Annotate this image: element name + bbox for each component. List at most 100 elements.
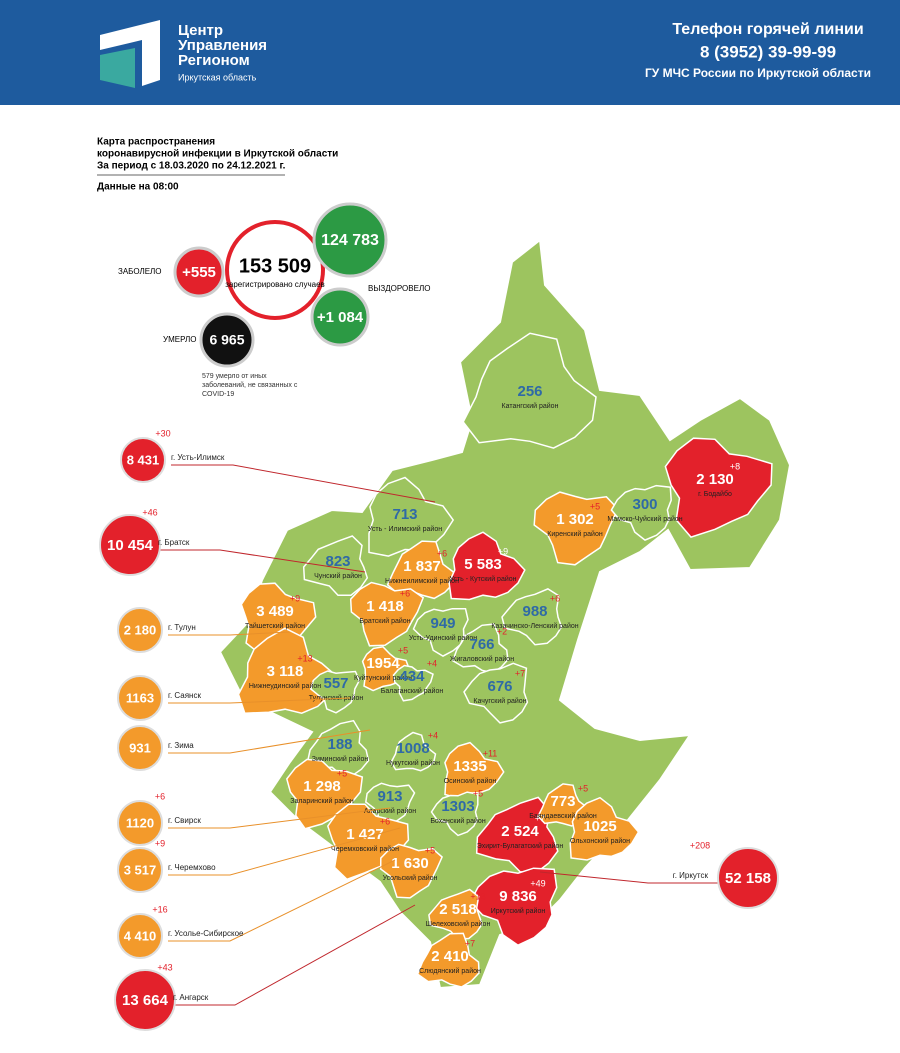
region-name: Братский район: [359, 617, 410, 625]
sick-delta-circle: [173, 246, 225, 298]
dead: 6 965: [209, 332, 244, 348]
region-shape: [349, 581, 425, 647]
region-value: 988: [522, 603, 547, 620]
dead-circle: [199, 312, 255, 368]
region-value: 766: [469, 636, 494, 653]
sick-label: ЗАБОЛЕЛО: [118, 267, 162, 276]
dead-label: УМЕРЛО: [163, 335, 196, 344]
region-name: Жигаловский район: [450, 655, 514, 663]
region-shape: [462, 332, 597, 449]
city-leader: [168, 729, 371, 754]
region-value: 1303: [441, 798, 474, 815]
region-delta: +7: [535, 813, 545, 823]
city-leader: [171, 464, 436, 503]
region-shape: [309, 670, 361, 714]
region-value: 713: [392, 506, 417, 523]
city-value: 931: [129, 740, 151, 755]
region-value: 676: [487, 678, 512, 695]
region-name: Балаганский район: [381, 687, 444, 695]
region-shape: [501, 588, 563, 646]
total: 153 509: [239, 255, 311, 277]
city-name: г. Черемхово: [168, 863, 216, 872]
region-shape: [430, 791, 479, 837]
region-value: 2 130: [696, 471, 734, 488]
region-shape: [448, 531, 526, 601]
city-leader: [168, 807, 391, 829]
region-shape: [412, 607, 469, 657]
region-shape: [610, 484, 672, 541]
city-name: г. Иркутск: [673, 871, 709, 880]
stats: ЗАБОЛЕЛО +555 153 509 зарегистрировано с…: [118, 202, 430, 398]
region-value: 256: [517, 383, 542, 400]
hotline-org: ГУ МЧС России по Иркутской области: [645, 66, 871, 80]
city-circle: [117, 725, 163, 771]
region-name: Аларский район: [364, 807, 416, 815]
region-shape: [237, 627, 339, 714]
city-leader: [173, 904, 416, 1006]
region-name: Заларинский район: [290, 797, 354, 805]
city-value: 4 410: [124, 928, 157, 943]
logo-text: Центр: [178, 22, 223, 39]
region-delta: +5: [337, 768, 347, 778]
region-shape: [569, 796, 640, 861]
city-leader: [158, 549, 366, 573]
recovered-circle: [312, 202, 388, 278]
region-value: 3 118: [267, 663, 304, 680]
region-shape: [386, 540, 455, 600]
region-name: Тулунский район: [309, 694, 364, 702]
region-name: Усольский район: [383, 874, 438, 882]
region-value: 300: [632, 496, 657, 513]
region-value: 1954: [366, 655, 400, 672]
city-name: г. Ангарск: [173, 993, 209, 1002]
note-box: 579 умерло от иных заболеваний, не связа…: [202, 373, 297, 398]
region-value: 949: [430, 615, 455, 632]
region-value: 1025: [583, 818, 616, 835]
city-delta: +208: [690, 840, 710, 850]
city-circle: [99, 514, 161, 576]
region-delta: +6: [437, 548, 447, 558]
region-value: 2 524: [501, 823, 539, 840]
region-name: Нижнеилимский район: [385, 577, 459, 585]
region-delta: +8: [730, 461, 740, 471]
region-name: Качугский район: [473, 697, 526, 705]
region-shape: [463, 662, 529, 724]
region-name: Усть - Илимский район: [368, 525, 442, 533]
region-delta: +5: [398, 645, 408, 655]
city-value: 10 454: [107, 537, 154, 554]
title-line: коронавирусной инфекции в Иркутской обла…: [97, 148, 338, 160]
city-name: г. Братск: [158, 538, 190, 547]
region-shape: [379, 843, 444, 899]
hotline-phone: 8 (3952) 39-99-99: [700, 42, 836, 61]
city-leader: [539, 871, 718, 884]
city-value: 13 664: [122, 992, 169, 1009]
region-name: Тайшетский район: [245, 622, 305, 630]
region-name: Куйтунский район: [354, 674, 412, 682]
region-name: Боханский район: [430, 817, 486, 825]
region-value: 823: [325, 553, 350, 570]
region-value: 9 836: [499, 888, 537, 905]
region-delta: +9: [290, 593, 300, 603]
region-name: Катангский район: [502, 402, 559, 410]
region-name: Мамско-Чуйский район: [607, 515, 682, 523]
city-value: 3 517: [124, 862, 157, 877]
region-value: 1 630: [391, 855, 429, 872]
region-name: Черемховский район: [331, 845, 399, 853]
logo-mark: [100, 20, 160, 88]
region-name: Шелеховский район: [426, 920, 491, 928]
region-delta: +7: [515, 668, 525, 678]
region-name: Слюдянский район: [419, 967, 481, 975]
region-value: 913: [377, 788, 402, 805]
city-name: г. Свирск: [168, 816, 201, 825]
region-delta: +11: [483, 748, 498, 758]
region-value: 5 583: [464, 556, 502, 573]
city-circle: [117, 675, 163, 721]
region-delta: +13: [470, 891, 485, 901]
city-circle: [717, 847, 779, 909]
region-delta: +9: [498, 546, 508, 556]
region-value: 3 489: [256, 603, 294, 620]
map: 256 Катангский район 713 Усть - Илимский ра…: [218, 238, 792, 990]
city-name: г. Усолье-Сибирское: [168, 929, 244, 938]
recovered-delta: +1 084: [317, 309, 364, 326]
recovered-delta-circle: [310, 287, 370, 347]
